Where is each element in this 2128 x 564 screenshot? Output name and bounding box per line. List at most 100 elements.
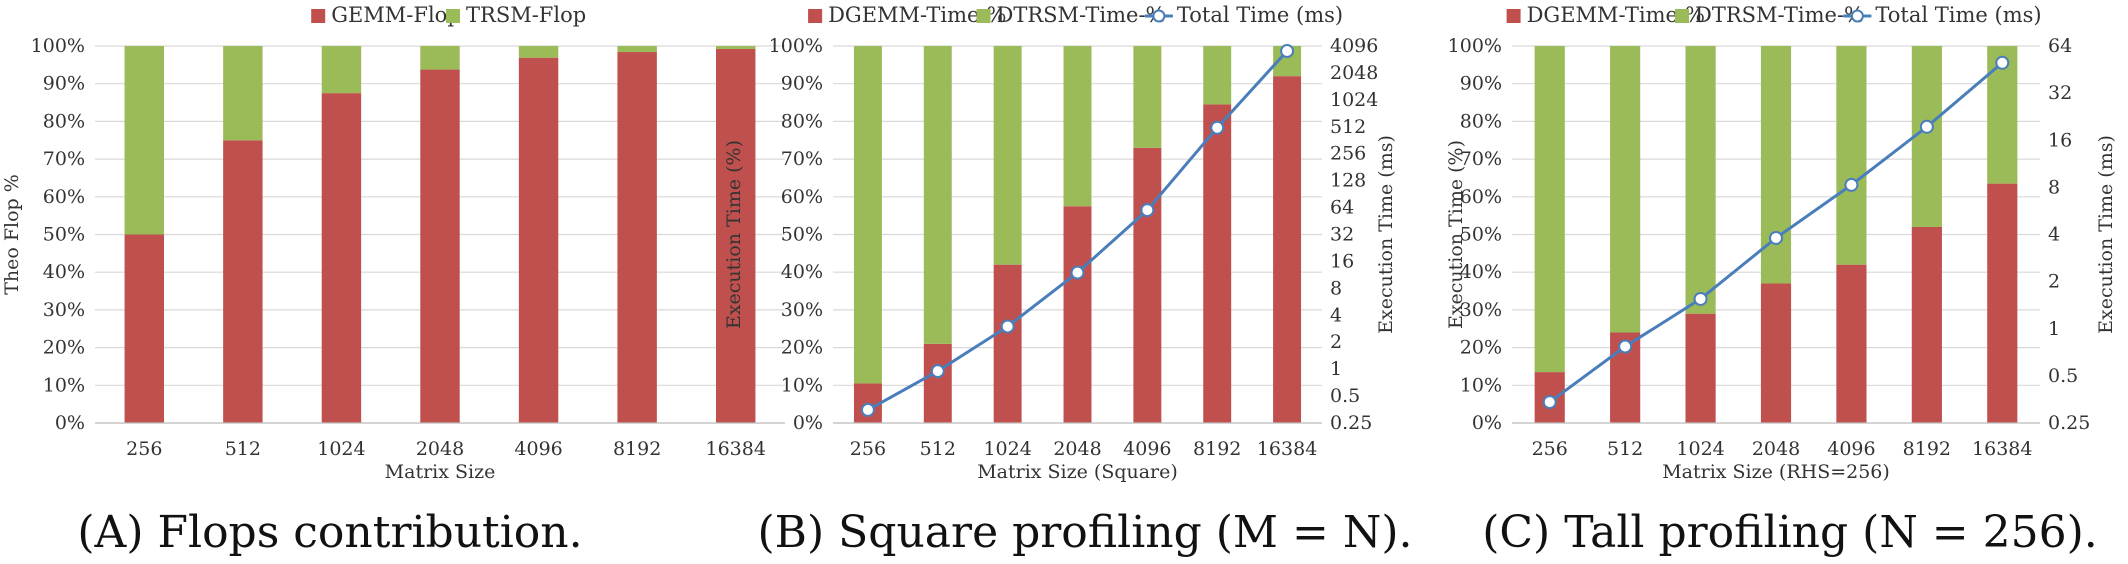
y2-tick-label: 8 xyxy=(2048,176,2060,198)
y-axis-title: Execution Time (%) xyxy=(723,140,745,329)
x-tick-label: 2048 xyxy=(1752,438,1800,460)
y2-tick-label: 0.25 xyxy=(1330,412,1372,434)
x-tick-label: 16384 xyxy=(1972,438,2032,460)
x-tick-label: 2048 xyxy=(1053,438,1101,460)
y2-tick-label: 4 xyxy=(2048,224,2060,246)
legend-label: Total Time (ms) xyxy=(1875,3,2041,27)
bar-dtrsm-time xyxy=(1836,46,1867,265)
y-tick-label: 60% xyxy=(781,186,823,208)
y-tick-label: 70% xyxy=(43,148,85,170)
panel-caption: (C) Tall profiling (N = 256). xyxy=(1482,507,2098,558)
bar-dtrsm-time xyxy=(1685,46,1716,314)
y-tick-label: 50% xyxy=(43,224,85,246)
bar-dtrsm-time xyxy=(1911,46,1942,227)
x-tick-label: 8192 xyxy=(1193,438,1241,460)
legend-swatch xyxy=(1506,9,1521,23)
y-tick-label: 40% xyxy=(781,261,823,283)
y2-tick-label: 16 xyxy=(1330,250,1354,272)
legend-label: DTRSM-Time-% xyxy=(997,3,1166,27)
x-tick-label: 4096 xyxy=(1827,438,1875,460)
x-tick-label: 8192 xyxy=(1903,438,1951,460)
bar-dgemm-time xyxy=(1911,226,1942,423)
bar-gemm-flop xyxy=(321,93,362,423)
x-tick-label: 4096 xyxy=(514,438,562,460)
total-time-point xyxy=(1693,291,1708,306)
x-tick-label: 16384 xyxy=(705,438,765,460)
total-time-point xyxy=(1844,177,1859,192)
y2-tick-label: 1 xyxy=(1330,358,1342,380)
y2-tick-label: 2 xyxy=(1330,331,1342,353)
y2-tick-label: 1 xyxy=(2048,318,2060,340)
y2-tick-label: 16 xyxy=(2048,129,2072,151)
y-tick-label: 30% xyxy=(1460,299,1502,321)
bar-dtrsm-time xyxy=(1534,46,1565,373)
bar-dgemm-time xyxy=(1760,283,1792,423)
y-tick-label: 10% xyxy=(43,374,85,396)
x-tick-label: 4096 xyxy=(1123,438,1171,460)
y2-axis-title: Execution Time (ms) xyxy=(2095,135,2117,334)
y-tick-label: 0% xyxy=(1472,412,1502,434)
y2-tick-label: 32 xyxy=(2048,82,2072,104)
bar-dgemm-time xyxy=(1133,147,1162,424)
legend-swatch xyxy=(446,9,460,23)
total-time-point xyxy=(1280,44,1295,59)
y2-tick-label: 64 xyxy=(1330,197,1354,219)
bar-dtrsm-time xyxy=(923,46,952,344)
legend-label: DTRSM-Time-% xyxy=(1695,3,1864,27)
bar-dtrsm-time xyxy=(853,46,882,384)
x-axis-title: Matrix Size xyxy=(385,461,496,483)
x-tick-label: 256 xyxy=(126,438,162,460)
bar-dgemm-time xyxy=(1685,313,1716,423)
legend-label: GEMM-Flop xyxy=(331,3,461,27)
x-tick-label: 512 xyxy=(1607,438,1643,460)
bar-dgemm-time xyxy=(1273,76,1302,423)
x-tick-label: 1024 xyxy=(1676,438,1724,460)
y-tick-label: 10% xyxy=(781,374,823,396)
legend-swatch xyxy=(976,9,991,23)
bar-trsm-flop xyxy=(617,46,657,53)
x-tick-label: 8192 xyxy=(613,438,661,460)
legend-swatch xyxy=(808,9,823,23)
bar-trsm-flop xyxy=(420,46,460,70)
bar-dtrsm-time xyxy=(1203,46,1232,105)
y-tick-label: 60% xyxy=(1460,186,1502,208)
y2-tick-label: 512 xyxy=(1330,116,1366,138)
y-tick-label: 80% xyxy=(781,110,823,132)
bar-dgemm-time xyxy=(1203,104,1232,423)
bar-trsm-flop xyxy=(716,46,756,50)
bar-dgemm-time xyxy=(993,264,1022,423)
y2-tick-label: 64 xyxy=(2048,35,2072,57)
x-tick-label: 512 xyxy=(225,438,261,460)
y-tick-label: 50% xyxy=(1460,224,1502,246)
total-time-point xyxy=(1070,265,1085,280)
bar-dgemm-time xyxy=(1987,183,2018,423)
total-time-point xyxy=(860,402,875,417)
y-tick-label: 50% xyxy=(781,224,823,246)
total-time-point xyxy=(1995,55,2010,70)
legend-swatch-marker xyxy=(1850,9,1864,23)
y2-tick-label: 0.25 xyxy=(2048,412,2090,434)
y2-tick-label: 1024 xyxy=(1330,89,1378,111)
x-axis-title: Matrix Size (Square) xyxy=(977,461,1178,483)
y2-tick-label: 0.5 xyxy=(1330,385,1360,407)
legend-label: TRSM-Flop xyxy=(466,3,586,27)
total-time-point xyxy=(1140,203,1155,218)
y-tick-label: 20% xyxy=(1460,337,1502,359)
panel-caption: (A) Flops contribution. xyxy=(77,507,582,558)
bar-trsm-flop xyxy=(124,46,164,235)
y2-axis-title: Execution Time (ms) xyxy=(1375,135,1397,334)
y-tick-label: 0% xyxy=(55,412,85,434)
y-tick-label: 90% xyxy=(43,73,85,95)
bar-trsm-flop xyxy=(518,46,559,58)
total-time-point xyxy=(930,364,945,379)
y-tick-label: 40% xyxy=(1460,261,1502,283)
bar-gemm-flop xyxy=(716,49,756,424)
x-tick-label: 512 xyxy=(920,438,956,460)
y-tick-label: 0% xyxy=(793,412,823,434)
y2-tick-label: 128 xyxy=(1330,170,1366,192)
y-tick-label: 100% xyxy=(769,35,823,57)
y2-tick-label: 8 xyxy=(1330,277,1342,299)
y2-tick-label: 32 xyxy=(1330,224,1354,246)
y-tick-label: 20% xyxy=(43,337,85,359)
y-tick-label: 20% xyxy=(781,337,823,359)
